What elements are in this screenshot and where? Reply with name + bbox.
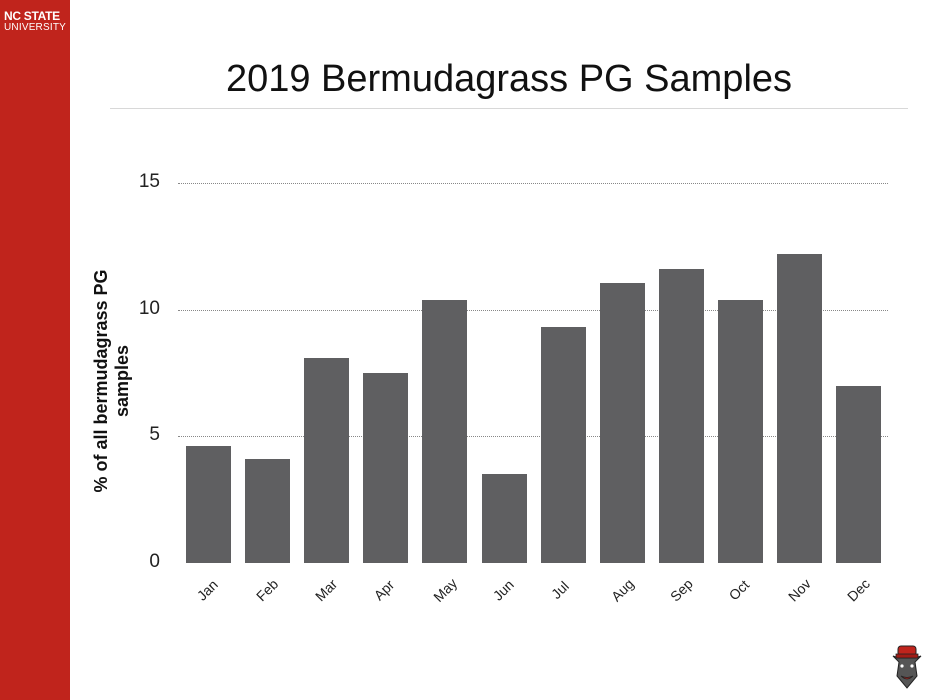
x-tick-label: Jun xyxy=(489,576,517,604)
bar-dec xyxy=(836,385,882,563)
title-divider xyxy=(110,108,908,109)
x-tick-label: Feb xyxy=(252,575,282,605)
x-tick-label: Nov xyxy=(784,575,814,605)
bar-oct xyxy=(717,299,763,563)
wolf-mascot-icon xyxy=(892,645,922,689)
x-tick-label: May xyxy=(430,574,461,606)
bar-nov xyxy=(777,253,822,563)
x-tick-label: Sep xyxy=(666,575,696,605)
x-tick-label: Dec xyxy=(844,575,874,605)
brand-sidebar: NC STATE UNIVERSITY xyxy=(0,0,70,700)
x-tick-label: Jul xyxy=(547,578,572,602)
y-axis-label: % of all bermudagrass PG samples xyxy=(91,269,132,493)
logo-line1: NC STATE xyxy=(4,9,60,23)
gridline xyxy=(178,183,888,184)
bar-mar xyxy=(304,357,350,563)
slide-title: 2019 Bermudagrass PG Samples xyxy=(225,58,793,100)
y-tick-label: 0 xyxy=(149,551,160,572)
bar-jul xyxy=(540,327,586,563)
x-tick-label: Jan xyxy=(193,576,221,604)
x-tick-label: Oct xyxy=(725,576,753,604)
bar-feb xyxy=(245,459,291,563)
bar-jun xyxy=(481,474,527,563)
bar-may xyxy=(422,299,468,563)
bar-jan xyxy=(186,446,231,563)
bar-sep xyxy=(658,269,704,563)
x-tick-label: Aug xyxy=(607,575,637,605)
ncsu-logo: NC STATE UNIVERSITY xyxy=(4,10,66,33)
x-tick-label: Apr xyxy=(370,576,398,604)
bar-apr xyxy=(363,373,409,563)
y-tick-label: 10 xyxy=(138,297,160,319)
y-tick-label: 15 xyxy=(138,171,160,192)
bar-aug xyxy=(599,283,645,563)
gridline xyxy=(178,436,888,438)
gridline xyxy=(178,309,888,311)
y-tick-label: 5 xyxy=(149,424,160,446)
logo-line2: UNIVERSITY xyxy=(4,22,67,33)
x-tick-label: Mar xyxy=(312,575,341,605)
